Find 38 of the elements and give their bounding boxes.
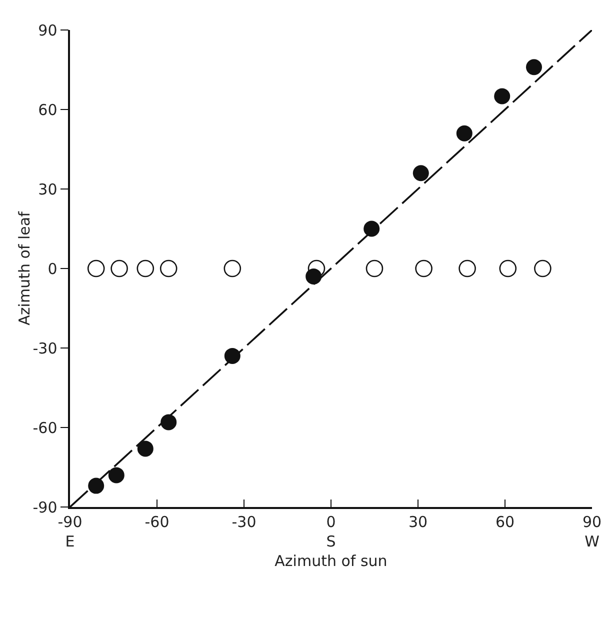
point xyxy=(526,59,542,76)
y-tick-label: 90 xyxy=(38,21,58,40)
point xyxy=(366,260,384,278)
point xyxy=(306,268,322,284)
point xyxy=(88,478,104,494)
point xyxy=(224,348,240,364)
point xyxy=(160,414,177,430)
y-tick-label: 0 xyxy=(48,260,58,278)
point xyxy=(136,260,154,278)
point xyxy=(499,260,517,278)
point xyxy=(110,260,128,278)
x-tick-label: 60 xyxy=(495,512,515,531)
point xyxy=(534,260,552,278)
x-tick-label: -30 xyxy=(232,512,256,531)
x-tick-label: 0 S xyxy=(326,512,336,550)
y-tick-label: 60 xyxy=(38,100,58,119)
x-tick-label: -60 xyxy=(144,512,170,531)
point xyxy=(224,260,242,278)
point xyxy=(308,260,326,278)
y-tick-label: -90 xyxy=(32,498,58,516)
x-axis-title: Azimuth of sun xyxy=(274,552,388,570)
point xyxy=(415,260,432,278)
x-tick-label: -90 E xyxy=(58,512,82,550)
y-tick-label: -30 xyxy=(32,339,58,358)
point xyxy=(160,260,178,278)
point xyxy=(364,220,380,237)
y-axis-title: Azimuth of leaf xyxy=(16,210,34,326)
point xyxy=(412,165,429,182)
point xyxy=(494,88,510,104)
point xyxy=(108,467,124,484)
y-tick-label: -60 xyxy=(32,418,58,437)
point xyxy=(87,260,105,278)
y-tick-label: 30 xyxy=(38,180,58,198)
x-tick-label: 90 W xyxy=(582,512,602,550)
x-tick-label: 30 xyxy=(408,512,428,531)
point xyxy=(137,440,154,457)
point xyxy=(456,125,472,142)
point xyxy=(458,260,476,278)
